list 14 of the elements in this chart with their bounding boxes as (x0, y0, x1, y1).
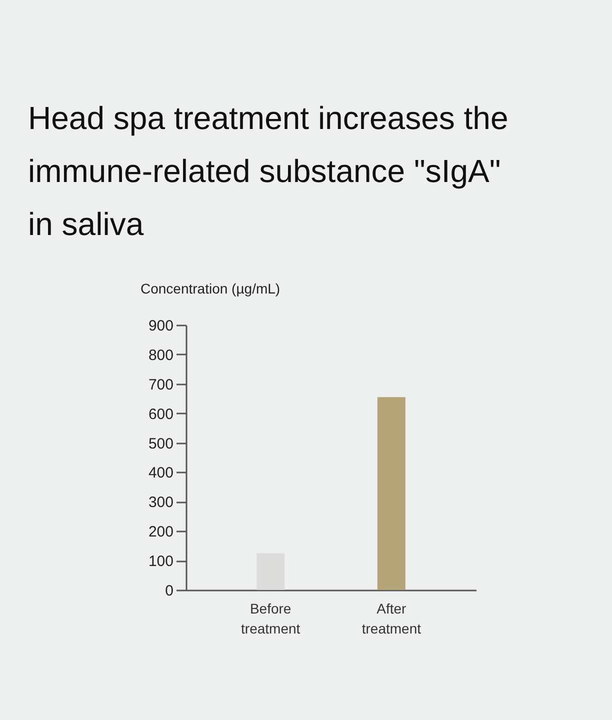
y-tick-label: 0 (165, 582, 174, 600)
x-tick-label: Before treatment (241, 600, 300, 636)
y-tick-label: 500 (148, 435, 174, 452)
y-tick-label: 400 (148, 464, 174, 482)
y-tick-label: 600 (148, 406, 174, 423)
x-tick-label: After treatment (362, 600, 422, 636)
y-axis-title: Concentration (µg/mL) (140, 280, 280, 296)
y-tick-label: 300 (148, 494, 174, 512)
y-tick-label: 800 (148, 346, 174, 364)
y-tick-label: 700 (148, 376, 174, 394)
y-tick-label: 900 (148, 318, 174, 334)
chart-title: Head spa treatment increases the immune-related substance "sIgA" in saliva (28, 100, 508, 242)
y-tick-label: 100 (148, 553, 174, 570)
y-tick-label: 200 (148, 524, 174, 541)
